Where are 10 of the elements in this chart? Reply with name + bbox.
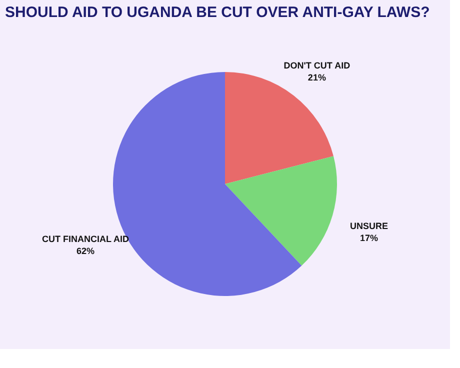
pie-slice bbox=[225, 156, 337, 266]
slice-label: DON'T CUT AID bbox=[284, 60, 351, 70]
slice-label: UNSURE bbox=[350, 220, 388, 231]
data-label: 17% bbox=[360, 232, 378, 243]
chart-title: SHOULD AID TO UGANDA BE CUT OVER ANTI-GAY LAWS? bbox=[5, 4, 430, 21]
pie-slice bbox=[225, 72, 334, 184]
data-label: 62% bbox=[76, 246, 95, 256]
slice-label: CUT FINANCIAL AID bbox=[42, 234, 130, 244]
data-label: 21% bbox=[308, 72, 326, 82]
pie-slice bbox=[113, 72, 302, 296]
